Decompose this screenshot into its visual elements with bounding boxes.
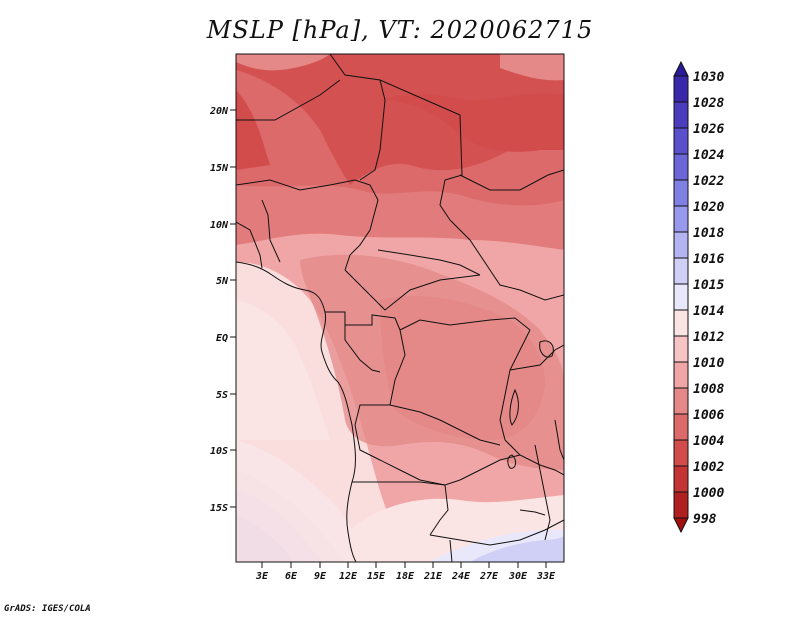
colorbar: 1030 1028 1026 1024 1022 1020 1018 1016 1015 1014…	[673, 60, 724, 534]
lat-label: 10N	[210, 220, 229, 231]
colorbar-label: 1016	[693, 252, 724, 267]
colorbar-swatch	[673, 335, 689, 363]
colorbar-label: 1026	[693, 122, 724, 137]
lon-label: 18E	[396, 571, 415, 582]
colorbar-label: 1022	[693, 174, 724, 189]
lat-label: EQ	[216, 333, 228, 344]
colorbar-label: 1020	[693, 200, 724, 215]
lon-label: 21E	[423, 571, 443, 582]
lon-label: 3E	[255, 571, 269, 582]
colorbar-label: 1000	[693, 486, 724, 501]
lon-label: 33E	[536, 571, 556, 582]
colorbar-swatch	[673, 465, 689, 493]
lon-label: 30E	[508, 571, 528, 582]
colorbar-swatch	[673, 283, 689, 311]
colorbar-label: 1014	[693, 304, 724, 319]
colorbar-label: 1004	[693, 434, 724, 449]
colorbar-swatch	[673, 413, 689, 441]
colorbar-swatch	[673, 75, 689, 103]
colorbar-label: 1006	[693, 408, 724, 423]
colorbar-label: 998	[693, 512, 717, 527]
colorbar-swatch	[673, 231, 689, 259]
lat-axis: 20N 15N 10N 5N EQ 5S 10S 15S	[209, 106, 236, 514]
lon-label: 12E	[339, 571, 358, 582]
colorbar-label: 1012	[693, 330, 724, 345]
lat-label: 5S	[216, 390, 228, 401]
colorbar-label: 1015	[693, 278, 724, 293]
colorbar-swatch	[673, 491, 689, 519]
colorbar-label: 1010	[693, 356, 724, 371]
lon-label: 15E	[367, 571, 386, 582]
map-frame	[235, 53, 565, 563]
lon-label: 9E	[314, 571, 327, 582]
colorbar-label: 1024	[693, 148, 724, 163]
lat-label: 15N	[210, 163, 229, 174]
country-borders	[236, 54, 564, 562]
colorbar-swatch	[673, 179, 689, 207]
colorbar-label: 1002	[693, 460, 724, 475]
colorbar-swatch	[673, 101, 689, 129]
lon-label: 24E	[451, 571, 471, 582]
colorbar-label: 1008	[693, 382, 724, 397]
lat-label: 15S	[210, 503, 228, 514]
colorbar-swatch	[673, 439, 689, 467]
colorbar-swatch	[673, 205, 689, 233]
lat-label: 10S	[210, 446, 228, 457]
colorbar-swatch	[673, 257, 689, 285]
colorbar-arrow-bottom	[673, 517, 689, 534]
colorbar-label: 1028	[693, 96, 724, 111]
colorbar-swatch	[673, 127, 689, 155]
map-title: MSLP [hPa], VT: 2020062715	[206, 16, 594, 44]
lon-label: 6E	[285, 571, 298, 582]
lon-label: 27E	[479, 571, 499, 582]
lat-label: 5N	[216, 276, 229, 287]
colorbar-swatch	[673, 153, 689, 181]
credit-text: GrADS: IGES/COLA	[4, 604, 91, 614]
lat-label: 20N	[209, 106, 229, 117]
colorbar-label: 1030	[693, 70, 724, 85]
colorbar-swatch	[673, 387, 689, 415]
colorbar-arrow-top	[673, 60, 689, 77]
colorbar-swatch	[673, 309, 689, 337]
lon-axis: 3E 6E 9E 12E 15E 18E 21E 24E 27E 30E 33E	[255, 562, 556, 582]
colorbar-swatch	[673, 361, 689, 389]
colorbar-label: 1018	[693, 226, 724, 241]
pressure-field	[236, 54, 564, 562]
